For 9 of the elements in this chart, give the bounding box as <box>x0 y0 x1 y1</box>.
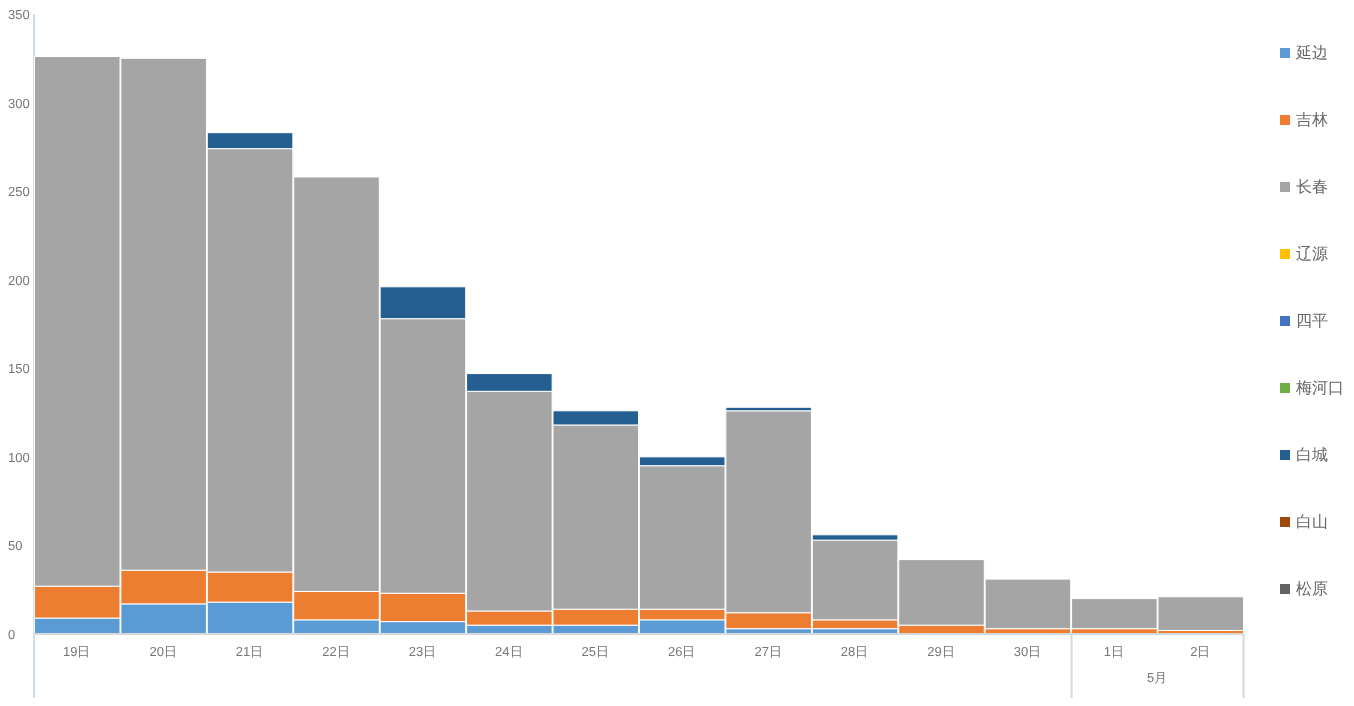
legend-label: 长春 <box>1296 178 1328 196</box>
legend-label: 梅河口 <box>1294 379 1344 397</box>
legend-label: 四平 <box>1296 312 1328 330</box>
legend-label: 松原 <box>1296 580 1328 598</box>
legend-label: 辽源 <box>1296 245 1328 263</box>
legend-label: 吉林 <box>1296 111 1328 129</box>
legend-label: 延边 <box>1294 44 1328 62</box>
legend-label: 白城 <box>1296 446 1328 464</box>
legend-label: 白山 <box>1296 513 1328 531</box>
